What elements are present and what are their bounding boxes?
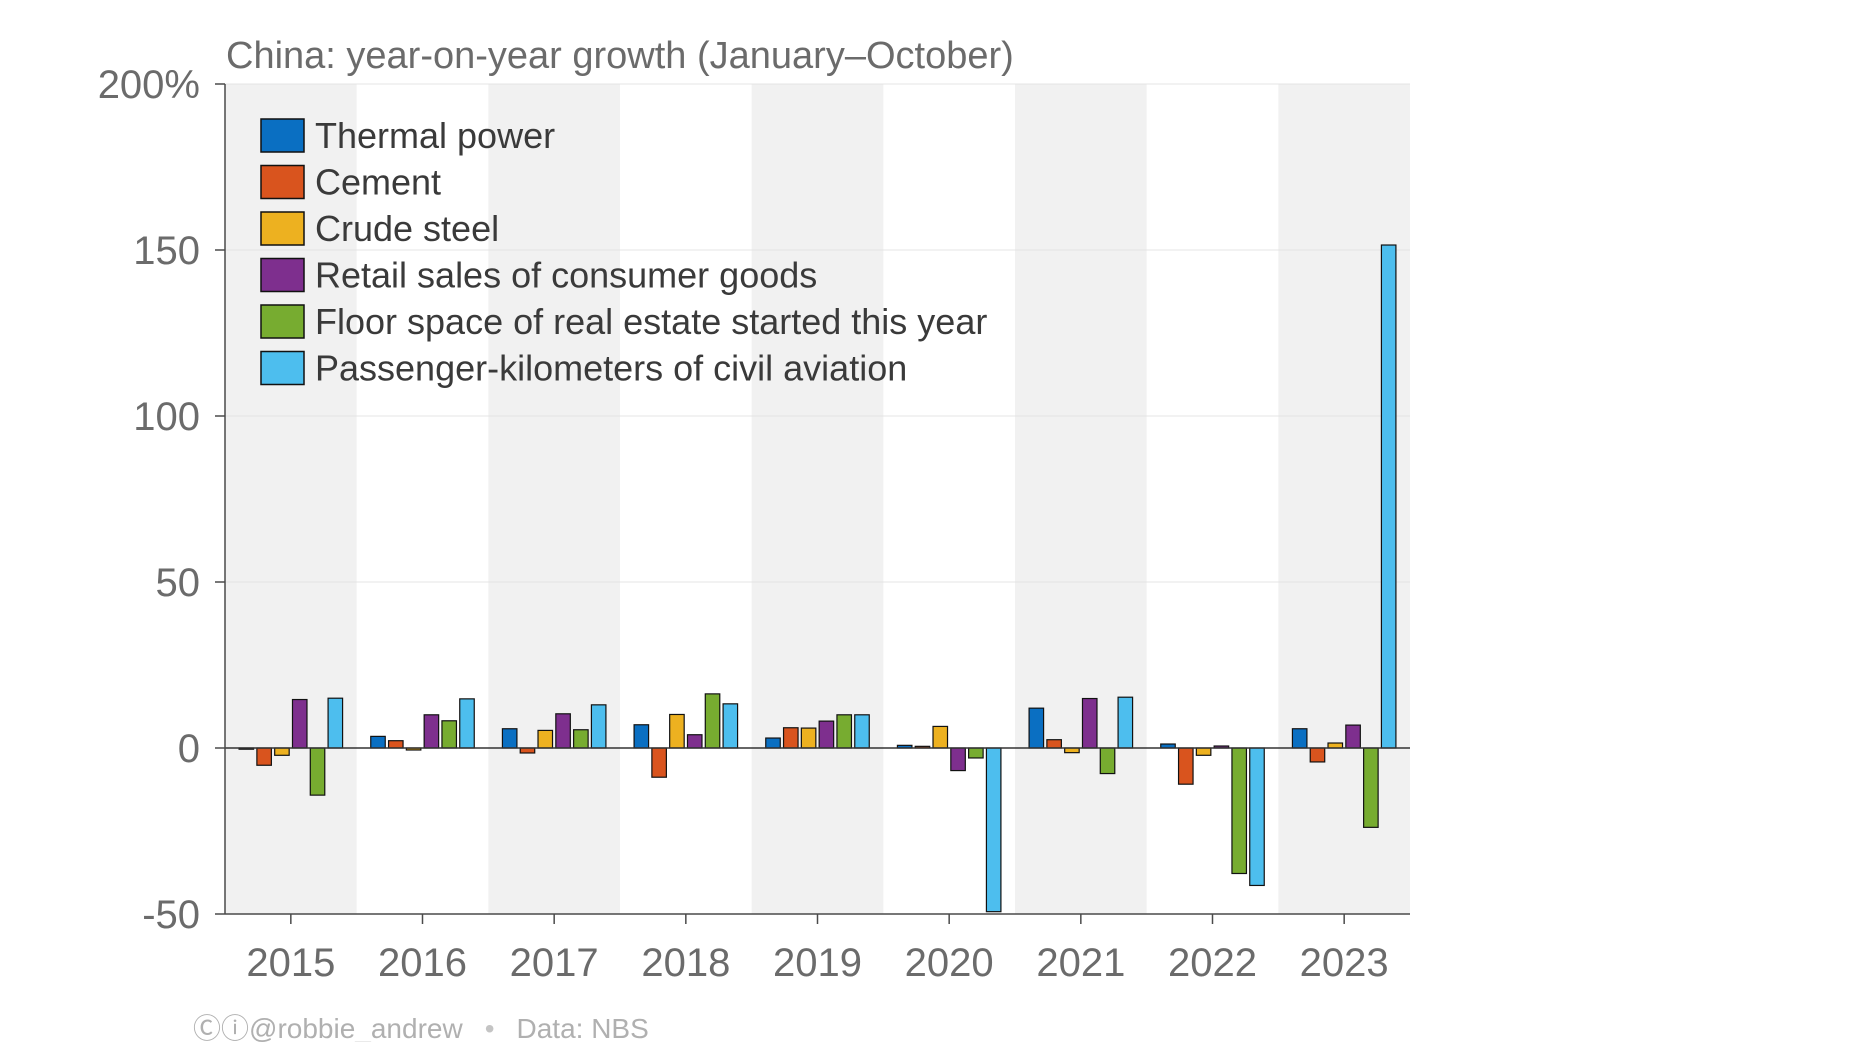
bar-2022-series-5 <box>1231 747 1248 875</box>
bar-2015-series-3 <box>274 747 290 756</box>
bar-2017-series-1 <box>501 728 518 749</box>
bar-2015-series-5 <box>309 747 326 796</box>
bar-2022-series-2 <box>1177 747 1194 785</box>
y-tick-label: 150 <box>133 229 200 273</box>
bar-2015-series-4 <box>291 698 308 749</box>
x-tick-label: 2016 <box>378 941 467 985</box>
bar-2016-series-2 <box>387 740 404 749</box>
y-tick-label: 50 <box>156 561 201 605</box>
legend-swatch-2 <box>260 164 305 200</box>
credit-line: Ⓒⓘ@robbie_andrew • Data: NBS <box>193 1013 649 1042</box>
bar-2019-series-2 <box>782 727 799 749</box>
y-tick-label: 0 <box>178 727 200 771</box>
x-tick-label: 2023 <box>1300 941 1389 985</box>
bar-2023-series-6 <box>1380 244 1397 749</box>
x-tick-label: 2021 <box>1036 941 1125 985</box>
axes: -50 0 50 100 150 200% 2015 2016 2017 2018 2019 2020… <box>98 63 1410 985</box>
legend-label-2: Cement <box>315 162 441 203</box>
bar-2017-series-4 <box>555 713 571 749</box>
bar-2019-series-5 <box>836 714 853 749</box>
x-tick-label: 2018 <box>641 941 730 985</box>
legend-label-6: Passenger-kilometers of civil aviation <box>315 348 907 389</box>
legend: Thermal power Cement Crude steel Retail sal… <box>260 115 987 389</box>
bar-2019-series-4 <box>818 720 835 749</box>
chart-title: China: year-on-year growth (January–Octo… <box>226 35 1014 77</box>
bar-2018-series-6 <box>722 703 739 749</box>
bar-2019-series-3 <box>800 727 817 749</box>
y-tick-label: 100 <box>133 395 200 439</box>
legend-swatch-6 <box>260 350 305 386</box>
x-tick-label: 2015 <box>246 941 335 985</box>
x-tick-label: 2020 <box>905 941 994 985</box>
credit-separator: • <box>485 1013 495 1042</box>
background-band-2017 <box>488 84 620 914</box>
bar-2018-series-4 <box>686 734 703 749</box>
bar-2021-series-5 <box>1099 747 1116 775</box>
bar-2023-series-1 <box>1291 728 1308 749</box>
credit-author: @robbie_andrew <box>249 1013 463 1042</box>
bar-2018-series-1 <box>633 724 650 749</box>
bar-2022-series-6 <box>1249 747 1265 887</box>
legend-swatch-3 <box>260 211 305 246</box>
x-tick-label: 2019 <box>773 941 862 985</box>
legend-label-4: Retail sales of consumer goods <box>315 255 817 296</box>
bar-2023-series-5 <box>1363 747 1379 828</box>
bar-2020-series-4 <box>950 747 966 772</box>
bar-2017-series-6 <box>590 704 607 749</box>
bar-2023-series-2 <box>1309 747 1326 763</box>
bar-2018-series-2 <box>651 747 667 778</box>
legend-label-5: Floor space of real estate started this … <box>315 301 987 342</box>
bar-2022-series-3 <box>1195 747 1212 756</box>
x-tick-label: 2017 <box>510 941 599 985</box>
bar-2018-series-5 <box>704 693 721 749</box>
bar-2017-series-3 <box>537 729 554 749</box>
background-band-2019 <box>751 84 884 914</box>
bar-2017-series-5 <box>573 729 589 749</box>
y-tick-label: 200% <box>98 63 200 107</box>
bar-2021-series-1 <box>1028 707 1045 749</box>
bar-2020-series-3 <box>932 725 949 749</box>
x-tick-label: 2022 <box>1168 941 1257 985</box>
y-tick-label: -50 <box>142 893 200 937</box>
bar-2020-series-6 <box>985 747 1002 913</box>
bar-2016-series-1 <box>370 735 386 749</box>
background-bands <box>225 84 1410 914</box>
bar-2015-series-2 <box>256 747 272 766</box>
bar-2019-series-6 <box>854 714 870 749</box>
bar-2021-series-2 <box>1046 739 1062 749</box>
background-band-2021 <box>1015 84 1147 914</box>
legend-label-1: Thermal power <box>315 115 555 156</box>
legend-swatch-1 <box>260 118 305 153</box>
bar-2020-series-5 <box>968 747 984 759</box>
bar-2016-series-5 <box>441 720 458 749</box>
bar-2016-series-4 <box>423 714 440 749</box>
legend-label-3: Crude steel <box>315 208 499 249</box>
creative-commons-icon: Ⓒⓘ <box>193 1013 249 1042</box>
legend-swatch-4 <box>260 257 305 293</box>
bar-2023-series-4 <box>1345 724 1361 749</box>
bar-2018-series-3 <box>669 713 685 749</box>
bar-2015-series-6 <box>327 697 344 749</box>
bar-2021-series-4 <box>1081 697 1098 749</box>
legend-swatch-5 <box>260 304 305 339</box>
bar-2016-series-6 <box>459 698 475 749</box>
bar-2019-series-1 <box>765 737 781 749</box>
credit-source: Data: NBS <box>517 1013 649 1042</box>
bar-2021-series-6 <box>1117 696 1134 749</box>
